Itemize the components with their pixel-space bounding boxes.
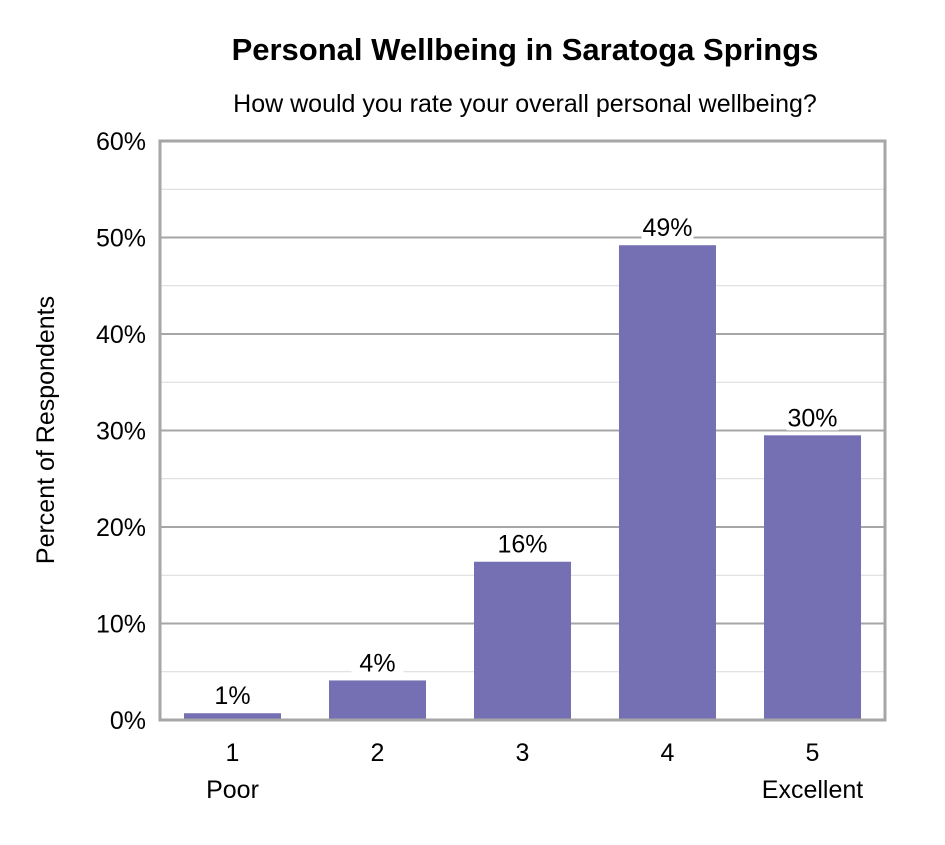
y-tick-label: 30% bbox=[96, 418, 146, 446]
x-tick-label: 4 bbox=[661, 739, 675, 767]
data-label-background bbox=[206, 680, 259, 709]
data-label: 49% bbox=[642, 214, 692, 242]
y-tick-label: 0% bbox=[110, 707, 146, 735]
y-tick-label: 40% bbox=[96, 321, 146, 349]
x-tick-label: 5 bbox=[806, 739, 820, 767]
x-tick-label: 1 bbox=[226, 739, 240, 767]
data-label-background bbox=[351, 647, 404, 676]
data-label-background bbox=[641, 212, 694, 241]
bar bbox=[329, 680, 426, 720]
chart-title: Personal Wellbeing in Saratoga Springs bbox=[232, 32, 819, 67]
bar bbox=[184, 713, 281, 720]
data-label: 1% bbox=[214, 682, 250, 710]
bar bbox=[764, 435, 861, 720]
bar bbox=[619, 245, 716, 720]
bar bbox=[474, 561, 571, 720]
data-label: 16% bbox=[497, 531, 547, 559]
data-label-background bbox=[786, 402, 839, 431]
chart-subtitle: How would you rate your overall personal… bbox=[233, 90, 817, 118]
data-label: 4% bbox=[359, 649, 395, 677]
x-tick-label: 2 bbox=[371, 739, 385, 767]
y-tick-label: 60% bbox=[96, 128, 146, 156]
y-tick-label: 50% bbox=[96, 225, 146, 253]
x-tick-label: 3 bbox=[516, 739, 530, 767]
y-axis-label: Percent of Respondents bbox=[32, 296, 60, 564]
x-tick-sublabel: Poor bbox=[206, 776, 259, 804]
x-tick-sublabel: Excellent bbox=[762, 776, 863, 804]
plot-area-border bbox=[158, 139, 887, 722]
y-tick-label: 10% bbox=[96, 611, 146, 639]
y-tick-label: 20% bbox=[96, 514, 146, 542]
data-label: 30% bbox=[787, 404, 837, 432]
data-label-background bbox=[496, 528, 549, 557]
